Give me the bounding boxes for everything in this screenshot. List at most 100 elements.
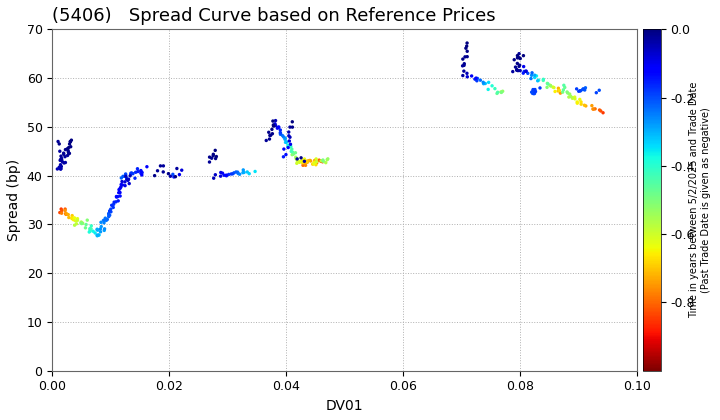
- Point: [220, 172, 232, 178]
- Point: [63, 147, 74, 154]
- Point: [56, 207, 68, 214]
- Point: [58, 151, 70, 158]
- Point: [544, 82, 556, 89]
- Point: [527, 86, 539, 93]
- Point: [206, 155, 217, 162]
- Point: [314, 157, 325, 164]
- Y-axis label: Time in years between 5/2/2025 and Trade Date
(Past Trade Date is given as negat: Time in years between 5/2/2025 and Trade…: [690, 82, 711, 318]
- Point: [512, 55, 523, 61]
- Point: [56, 210, 68, 217]
- Point: [289, 150, 301, 156]
- Point: [126, 170, 138, 176]
- Point: [207, 151, 219, 158]
- Point: [127, 170, 139, 177]
- Point: [69, 222, 81, 228]
- Point: [572, 100, 583, 107]
- Point: [135, 170, 147, 177]
- Point: [567, 94, 578, 101]
- Point: [320, 159, 331, 166]
- Point: [575, 87, 586, 94]
- Point: [572, 99, 583, 105]
- Point: [129, 175, 140, 181]
- Point: [461, 43, 472, 50]
- Point: [163, 170, 174, 177]
- Point: [573, 88, 585, 94]
- Point: [310, 161, 322, 168]
- Point: [210, 171, 221, 178]
- Point: [210, 147, 221, 154]
- Point: [66, 215, 78, 222]
- Point: [76, 219, 87, 226]
- Point: [527, 87, 539, 94]
- Point: [99, 227, 110, 234]
- Point: [266, 130, 278, 137]
- Point: [114, 193, 126, 199]
- Point: [55, 165, 67, 172]
- Point: [96, 223, 107, 230]
- Point: [284, 124, 296, 131]
- Point: [492, 89, 503, 96]
- Point: [119, 178, 130, 185]
- Point: [65, 138, 76, 145]
- Point: [270, 117, 282, 124]
- Point: [567, 95, 578, 102]
- Point: [552, 88, 564, 94]
- Point: [590, 89, 602, 96]
- Point: [310, 155, 322, 162]
- Point: [70, 218, 81, 224]
- Point: [282, 143, 294, 150]
- Point: [266, 126, 278, 133]
- Point: [569, 94, 580, 100]
- Point: [531, 73, 542, 79]
- Point: [322, 155, 333, 162]
- Point: [274, 126, 286, 133]
- Point: [103, 213, 114, 220]
- Point: [112, 193, 124, 200]
- Point: [549, 88, 561, 95]
- Point: [66, 215, 78, 221]
- Point: [483, 79, 495, 86]
- Point: [72, 217, 84, 223]
- Point: [61, 145, 73, 152]
- Point: [121, 176, 132, 183]
- Point: [557, 87, 569, 93]
- Point: [313, 157, 325, 164]
- Point: [569, 95, 580, 102]
- Point: [113, 189, 125, 196]
- Point: [204, 154, 215, 160]
- Point: [512, 60, 523, 67]
- Point: [273, 124, 284, 131]
- Point: [477, 79, 489, 86]
- Point: [54, 148, 66, 155]
- Point: [117, 173, 129, 180]
- Point: [103, 210, 114, 217]
- Point: [300, 158, 311, 164]
- Point: [99, 215, 111, 221]
- Point: [474, 77, 486, 84]
- Point: [76, 220, 88, 227]
- Point: [170, 173, 181, 180]
- Point: [89, 230, 101, 236]
- Point: [71, 220, 82, 227]
- Point: [282, 142, 294, 149]
- Point: [208, 175, 220, 181]
- Point: [541, 84, 553, 91]
- Point: [136, 169, 148, 176]
- Point: [558, 82, 570, 89]
- Point: [270, 122, 282, 129]
- Point: [533, 77, 544, 84]
- Point: [87, 228, 99, 235]
- Point: [577, 85, 589, 92]
- Point: [457, 72, 469, 79]
- Point: [538, 77, 549, 84]
- Point: [281, 139, 292, 145]
- Point: [520, 68, 531, 75]
- Point: [116, 178, 127, 185]
- Point: [544, 82, 556, 89]
- Point: [114, 189, 126, 196]
- Point: [261, 137, 272, 144]
- Point: [167, 171, 179, 178]
- Point: [579, 102, 590, 109]
- Point: [230, 169, 242, 176]
- Point: [55, 206, 67, 213]
